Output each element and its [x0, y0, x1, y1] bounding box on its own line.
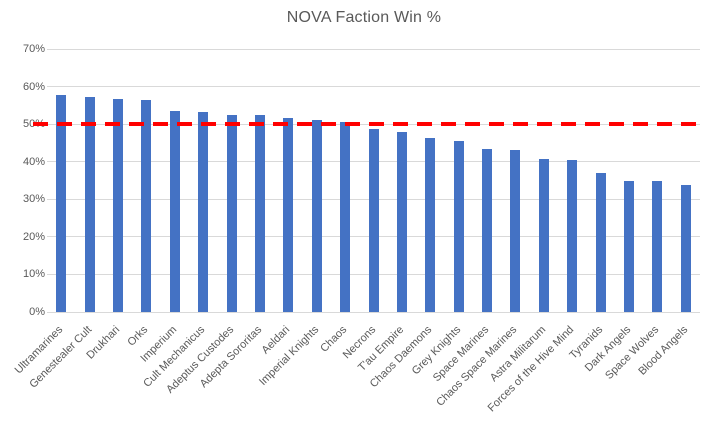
reference-line-50pct: [33, 122, 700, 127]
bar: [368, 129, 379, 312]
x-axis-line: [47, 311, 700, 313]
bar: [340, 121, 351, 312]
bar: [425, 137, 436, 312]
chart-title: NOVA Faction Win %: [286, 9, 442, 26]
bar: [624, 180, 635, 312]
bar: [141, 100, 152, 312]
bar: [311, 119, 322, 312]
bar: [84, 97, 95, 312]
bar: [652, 181, 663, 312]
bar: [567, 160, 578, 312]
y-axis-tick-label: 60%: [22, 80, 45, 93]
gridline: [47, 48, 700, 50]
plot-area: 0%10%20%30%40%50%60%70%UltramarinesGenes…: [13, 43, 700, 414]
bar: [510, 150, 521, 312]
y-axis-tick-label: 0%: [29, 306, 45, 318]
bar: [254, 115, 265, 312]
bar: [453, 141, 464, 312]
y-axis-tick-label: 30%: [22, 193, 45, 206]
bar: [680, 184, 691, 312]
bar: [396, 132, 407, 312]
bar: [169, 111, 180, 312]
bar: [56, 94, 67, 312]
bar-chart: NOVA Faction Win % 0%10%20%30%40%50%60%7…: [12, 9, 700, 415]
bar: [112, 98, 123, 312]
bar: [538, 158, 549, 312]
bar: [198, 112, 209, 312]
bar: [482, 148, 493, 312]
y-axis-tick-label: 40%: [22, 155, 45, 168]
y-axis-tick-label: 70%: [22, 43, 45, 55]
y-axis-tick-label: 10%: [22, 268, 45, 281]
gridline: [47, 86, 700, 88]
bar: [226, 114, 237, 312]
y-axis-tick-label: 20%: [22, 230, 45, 243]
bar: [595, 172, 606, 312]
bar: [283, 117, 294, 312]
